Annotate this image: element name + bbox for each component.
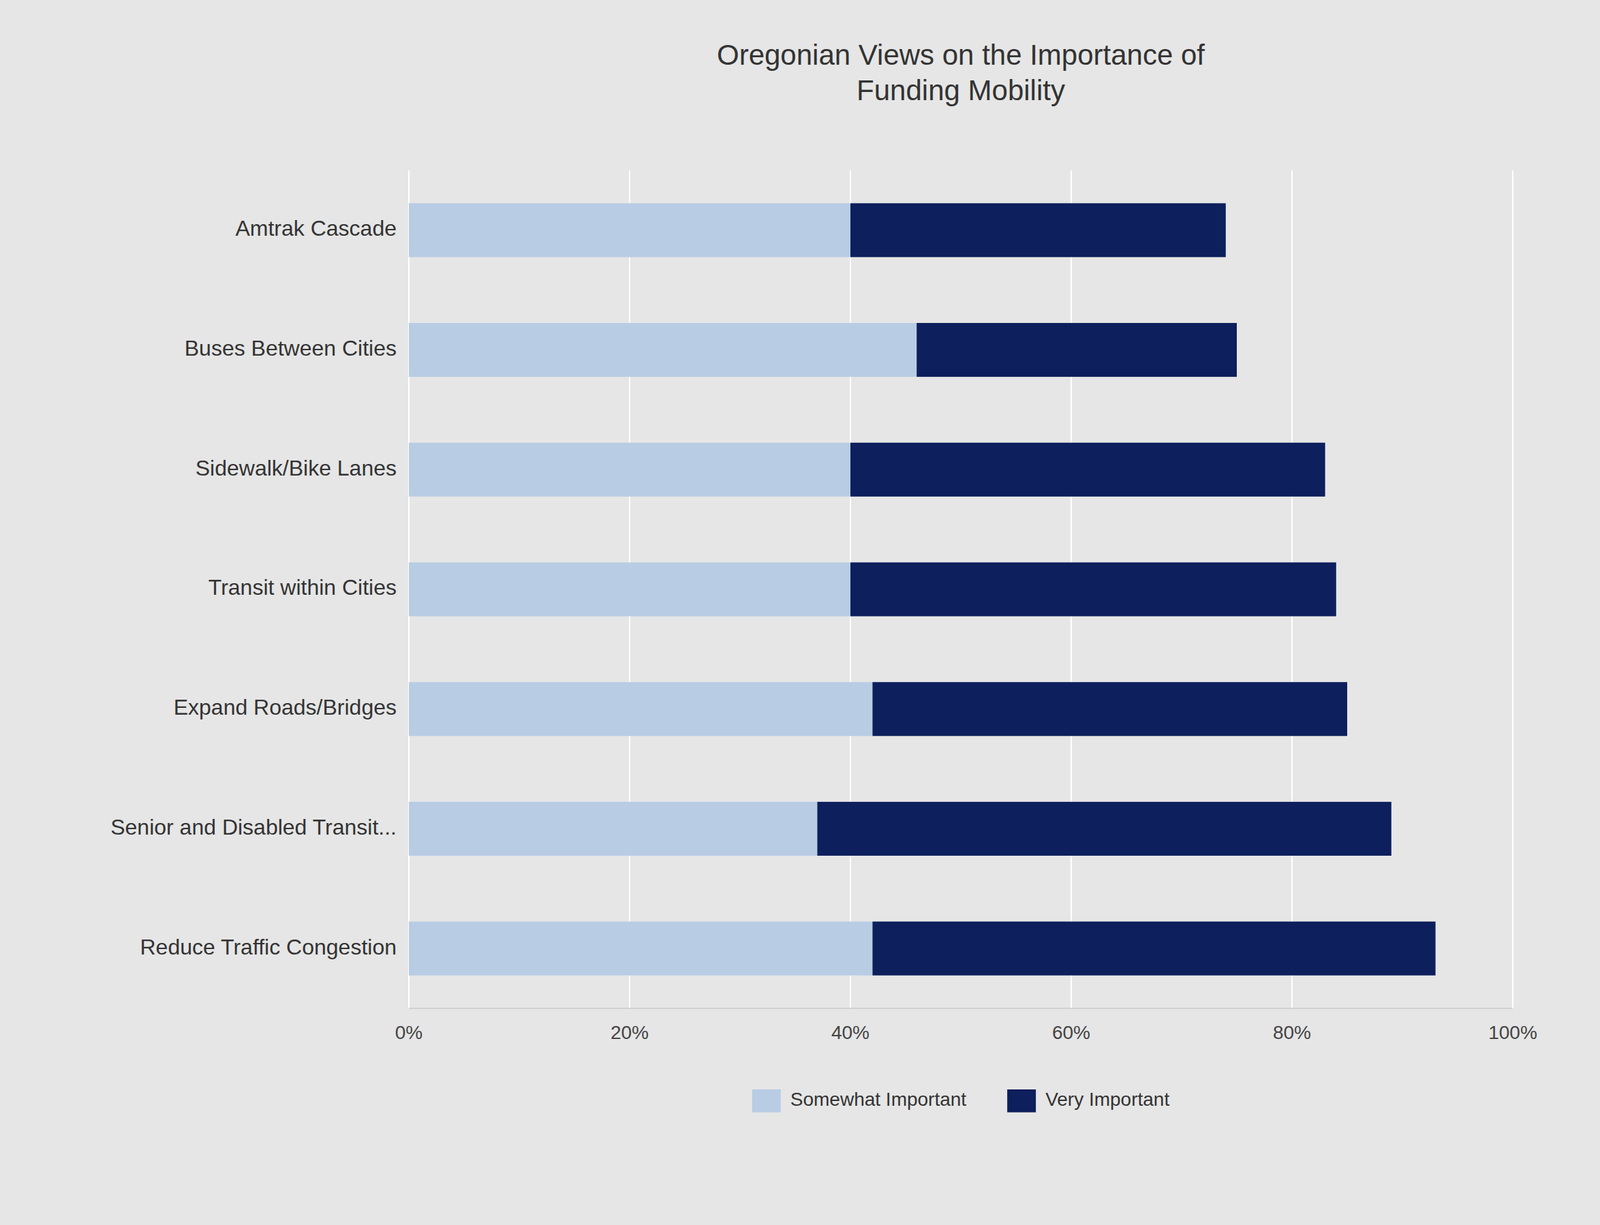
background bbox=[0, 0, 1600, 1225]
bar bbox=[408, 442, 851, 497]
bar bbox=[872, 682, 1348, 736]
bar bbox=[850, 442, 1326, 497]
legend: Somewhat Important Very Important bbox=[752, 1088, 1171, 1113]
x-tick-label: 40% bbox=[831, 1022, 870, 1044]
grid bbox=[408, 170, 1513, 1009]
bar bbox=[408, 802, 818, 856]
bars bbox=[408, 203, 1436, 976]
category-label: Reduce Traffic Congestion bbox=[139, 934, 397, 960]
chart-container: Oregonian Views on the Importance ofFund… bbox=[0, 0, 1600, 1225]
legend-label: Somewhat Important bbox=[790, 1088, 967, 1111]
bar bbox=[850, 562, 1337, 617]
grid-line bbox=[1512, 170, 1514, 1009]
x-tick-label: 60% bbox=[1052, 1022, 1091, 1044]
x-tick-label: 0% bbox=[395, 1022, 423, 1044]
category-label: Senior and Disabled Transit... bbox=[110, 814, 397, 840]
x-tick-label: 100% bbox=[1488, 1022, 1538, 1044]
x-tick-labels: 0% 20% 40% 60% 80% 100% bbox=[395, 1022, 1538, 1044]
title-line: Funding Mobility bbox=[856, 74, 1066, 107]
title: Oregonian Views on the Importance ofFund… bbox=[716, 38, 1205, 107]
chart-svg: Oregonian Views on the Importance ofFund… bbox=[0, 0, 1600, 1225]
bar bbox=[408, 921, 873, 976]
category-label: Buses Between Cities bbox=[184, 335, 397, 361]
x-axis-line bbox=[408, 1008, 1513, 1010]
bar bbox=[408, 682, 873, 736]
title-line: Oregonian Views on the Importance of bbox=[716, 38, 1205, 71]
category-label: Transit within Cities bbox=[208, 575, 397, 600]
legend-swatch bbox=[1007, 1089, 1036, 1113]
category-label: Expand Roads/Bridges bbox=[173, 695, 397, 720]
bar bbox=[916, 322, 1237, 377]
legend-item: Very Important bbox=[1007, 1088, 1170, 1113]
x-tick-label: 80% bbox=[1272, 1022, 1312, 1044]
bar bbox=[850, 203, 1226, 257]
category-label: Amtrak Cascade bbox=[235, 216, 397, 241]
bar bbox=[408, 562, 851, 617]
legend-item: Somewhat Important bbox=[752, 1088, 967, 1113]
y-tick-labels: Amtrak Cascade Buses Between Cities Sidewa… bbox=[110, 216, 397, 959]
category-label: Sidewalk/Bike Lanes bbox=[195, 455, 397, 481]
bar bbox=[872, 921, 1436, 976]
legend-label: Very Important bbox=[1045, 1088, 1170, 1111]
bar bbox=[817, 802, 1391, 856]
legend-swatch bbox=[752, 1089, 781, 1113]
bar bbox=[408, 203, 851, 257]
bar bbox=[408, 322, 917, 377]
x-tick-label: 20% bbox=[610, 1022, 649, 1044]
